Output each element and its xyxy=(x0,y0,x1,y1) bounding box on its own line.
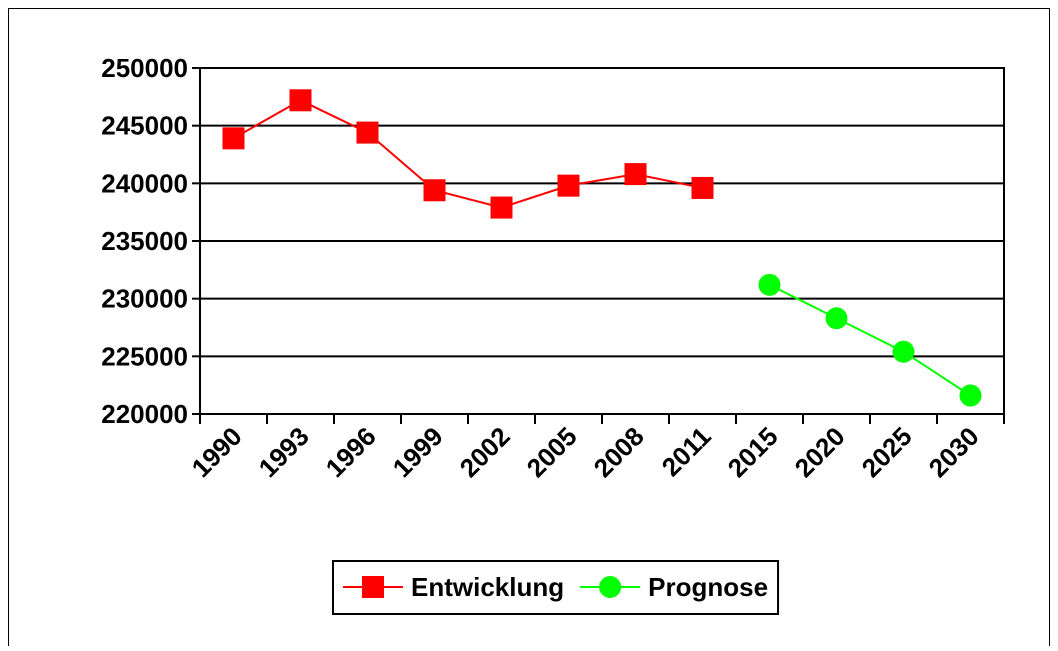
legend-label: Entwicklung xyxy=(411,572,564,602)
marker xyxy=(490,196,513,219)
legend-box xyxy=(332,560,780,615)
x-tick-label: 2005 xyxy=(521,421,583,483)
x-tick-label: 2008 xyxy=(588,421,650,483)
marker xyxy=(356,121,379,144)
marker xyxy=(758,273,781,296)
y-tick-label: 245000 xyxy=(101,111,188,141)
y-tick-label: 235000 xyxy=(101,226,188,256)
x-tick-label: 2015 xyxy=(722,421,784,483)
x-tick-label: 1999 xyxy=(387,421,449,483)
marker xyxy=(289,89,312,112)
marker xyxy=(362,576,384,598)
series-line xyxy=(233,99,703,209)
x-tick-label: 1996 xyxy=(320,421,382,483)
x-tick-label: 1993 xyxy=(253,421,315,483)
x-tick-label: 1990 xyxy=(186,421,248,483)
marker xyxy=(892,340,915,363)
marker xyxy=(691,176,714,199)
y-tick-label: 230000 xyxy=(101,284,188,314)
marker xyxy=(599,576,622,598)
x-tick-label: 2011 xyxy=(656,421,717,482)
legend: Entwicklung Prognose xyxy=(332,560,780,615)
x-tick-label: 2025 xyxy=(856,421,918,483)
marker xyxy=(959,384,982,407)
x-tick-label: 2020 xyxy=(789,421,851,483)
chart-border xyxy=(8,8,1050,651)
x-tick-label: 2030 xyxy=(923,421,985,483)
marker xyxy=(557,174,580,197)
y-tick-label: 250000 xyxy=(101,53,188,83)
series-line xyxy=(769,283,972,397)
marker xyxy=(825,307,848,330)
marker xyxy=(624,163,647,186)
legend-label: Prognose xyxy=(648,572,768,602)
x-tick-label: 2002 xyxy=(454,421,516,483)
marker xyxy=(222,127,245,150)
y-tick-label: 225000 xyxy=(101,341,188,371)
y-tick-label: 220000 xyxy=(101,399,188,429)
marker xyxy=(423,179,446,202)
y-tick-label: 240000 xyxy=(101,168,188,198)
